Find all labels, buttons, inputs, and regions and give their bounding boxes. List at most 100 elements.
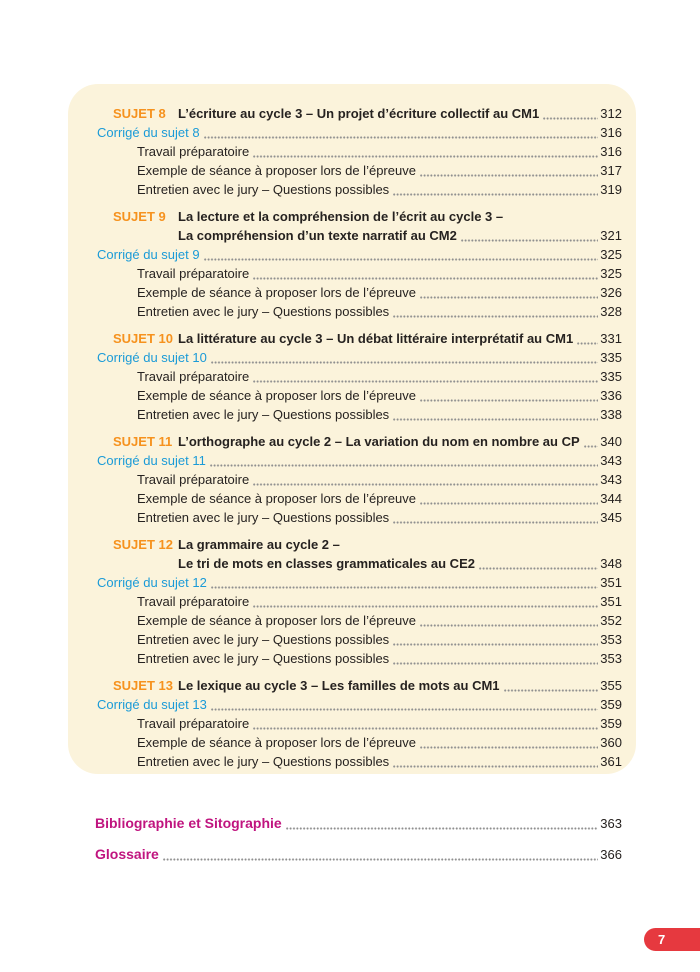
page-number-value: 348 <box>600 556 622 571</box>
sujet-label: SUJET 9 <box>113 209 166 224</box>
sujet-title: La lecture et la compréhension de l’écri… <box>178 207 622 245</box>
dot-leader <box>419 624 599 627</box>
dot-leader <box>419 399 599 402</box>
toc-item-row: Entretien avec le jury – Questions possi… <box>137 630 622 649</box>
toc-item-row-label: Entretien avec le jury – Questions possi… <box>137 182 390 197</box>
sujet-title-line-label: Le lexique au cycle 3 – Les familles de … <box>178 678 500 693</box>
corrige-row: Corrigé du sujet 12 351 <box>97 573 622 592</box>
toc-item-row-label: Exemple de séance à proposer lors de l’é… <box>137 491 416 506</box>
toc-item-row-label: Exemple de séance à proposer lors de l’é… <box>137 613 416 628</box>
dot-leader <box>203 258 599 261</box>
sujet-title-line: La littérature au cycle 3 – Un débat lit… <box>178 329 622 348</box>
toc-item-row: Travail préparatoire 343 <box>137 470 622 489</box>
toc-item-row: Exemple de séance à proposer lors de l’é… <box>137 489 622 508</box>
corrige-row: Corrigé du sujet 10 335 <box>97 348 622 367</box>
page-number-value: 353 <box>600 651 622 666</box>
page-number-value: 319 <box>600 182 622 197</box>
toc-item-row-label: Travail préparatoire <box>137 472 250 487</box>
toc-section: SUJET 8 L’écriture au cycle 3 – Un projet… <box>97 104 622 199</box>
page-number-value: 343 <box>600 472 622 487</box>
sujet-title-line-label: La littérature au cycle 3 – Un débat lit… <box>178 331 574 346</box>
corrige-row: Corrigé du sujet 11 343 <box>97 451 622 470</box>
sujet-title: L’orthographe au cycle 2 – La variation … <box>178 432 622 451</box>
toc-item-row-label: Travail préparatoire <box>137 369 250 384</box>
page-number-value: 312 <box>600 106 622 121</box>
sujet-entry: SUJET 12 La grammaire au cycle 2 – Le tri … <box>113 535 622 573</box>
page-number-value: 359 <box>600 716 622 731</box>
toc-item-row-label: Exemple de séance à proposer lors de l’é… <box>137 388 416 403</box>
sujet-title-line: Le lexique au cycle 3 – Les familles de … <box>178 676 622 695</box>
dot-leader <box>393 315 599 318</box>
sujet-title-line: La grammaire au cycle 2 – <box>178 535 622 554</box>
page-number-value: 335 <box>600 369 622 384</box>
dot-leader <box>419 502 599 505</box>
dot-leader <box>460 239 599 242</box>
page-number-value: 338 <box>600 407 622 422</box>
sujet-title: La littérature au cycle 3 – Un débat lit… <box>178 329 622 348</box>
page-number-value: 345 <box>600 510 622 525</box>
sujet-title-line: La lecture et la compréhension de l’écri… <box>178 207 622 226</box>
page-number-value: 325 <box>600 266 622 281</box>
corrige-row: Corrigé du sujet 13 359 <box>97 695 622 714</box>
toc-item-row: Travail préparatoire 335 <box>137 367 622 386</box>
toc-item-row-label: Entretien avec le jury – Questions possi… <box>137 754 390 769</box>
toc-section: SUJET 13 Le lexique au cycle 3 – Les fami… <box>97 676 622 771</box>
dot-leader <box>203 136 599 139</box>
page-number-value: 351 <box>600 575 622 590</box>
toc-section: SUJET 10 La littérature au cycle 3 – Un d… <box>97 329 622 424</box>
sujet-title: La grammaire au cycle 2 – Le tri de mots … <box>178 535 622 573</box>
page-number-value: 360 <box>600 735 622 750</box>
toc-item-row: Entretien avec le jury – Questions possi… <box>137 405 622 424</box>
toc-item-row-label: Entretien avec le jury – Questions possi… <box>137 651 390 666</box>
sujet-title-line-label: L’orthographe au cycle 2 – La variation … <box>178 434 580 449</box>
dot-leader <box>393 765 599 768</box>
dot-leader <box>577 342 599 345</box>
dot-leader <box>478 567 599 570</box>
toc-item-row-label: Exemple de séance à proposer lors de l’é… <box>137 163 416 178</box>
toc-item-row-label: Entretien avec le jury – Questions possi… <box>137 632 390 647</box>
page-number-value: 366 <box>600 847 622 862</box>
toc-item-row: Entretien avec le jury – Questions possi… <box>137 180 622 199</box>
toc-item-row: Entretien avec le jury – Questions possi… <box>137 649 622 668</box>
page-number-value: 325 <box>600 247 622 262</box>
sujet-title-line: La compréhension d’un texte narratif au … <box>178 226 622 245</box>
sujet-title: Le lexique au cycle 3 – Les familles de … <box>178 676 622 695</box>
corrige-row-label: Corrigé du sujet 9 <box>97 247 200 262</box>
dot-leader <box>253 483 599 486</box>
corrige-row-label: Corrigé du sujet 13 <box>97 697 207 712</box>
dot-leader <box>543 117 599 120</box>
page-number-value: 343 <box>600 453 622 468</box>
toc-item-row: Travail préparatoire 359 <box>137 714 622 733</box>
sujet-title-line-label: L’écriture au cycle 3 – Un projet d’écri… <box>178 106 540 121</box>
sujet-title-line: Le tri de mots en classes grammaticales … <box>178 554 622 573</box>
toc-item-row: Travail préparatoire 316 <box>137 142 622 161</box>
dot-leader <box>393 521 599 524</box>
dot-leader <box>253 277 599 280</box>
toc-item-row: Exemple de séance à proposer lors de l’é… <box>137 283 622 302</box>
toc-item-row-label: Exemple de séance à proposer lors de l’é… <box>137 285 416 300</box>
corrige-row-label: Corrigé du sujet 10 <box>97 350 207 365</box>
toc-item-row: Exemple de séance à proposer lors de l’é… <box>137 611 622 630</box>
dot-leader <box>253 155 599 158</box>
dot-leader <box>583 445 599 448</box>
toc-item-row: Exemple de séance à proposer lors de l’é… <box>137 733 622 752</box>
page-number-value: 363 <box>600 816 622 831</box>
toc-section: SUJET 9 La lecture et la compréhension de… <box>97 207 622 321</box>
toc-item-row-label: Exemple de séance à proposer lors de l’é… <box>137 735 416 750</box>
dot-leader <box>285 827 599 830</box>
sujet-title-line-label: La compréhension d’un texte narratif au … <box>178 228 457 243</box>
page-number-value: 328 <box>600 304 622 319</box>
toc-section: SUJET 12 La grammaire au cycle 2 – Le tri … <box>97 535 622 668</box>
page-number-value: 353 <box>600 632 622 647</box>
sujet-entry: SUJET 10 La littérature au cycle 3 – Un d… <box>113 329 622 348</box>
page-number: 7 <box>658 932 666 947</box>
toc-item-row: Travail préparatoire 325 <box>137 264 622 283</box>
toc-item-row-label: Travail préparatoire <box>137 594 250 609</box>
toc-item-row: Exemple de séance à proposer lors de l’é… <box>137 386 622 405</box>
toc-item-row: Entretien avec le jury – Questions possi… <box>137 508 622 527</box>
sujet-entry: SUJET 8 L’écriture au cycle 3 – Un projet… <box>113 104 622 123</box>
toc-section: SUJET 11 L’orthographe au cycle 2 – La va… <box>97 432 622 527</box>
dot-leader <box>253 605 599 608</box>
toc-item-row: Exemple de séance à proposer lors de l’é… <box>137 161 622 180</box>
page-number-value: 321 <box>600 228 622 243</box>
